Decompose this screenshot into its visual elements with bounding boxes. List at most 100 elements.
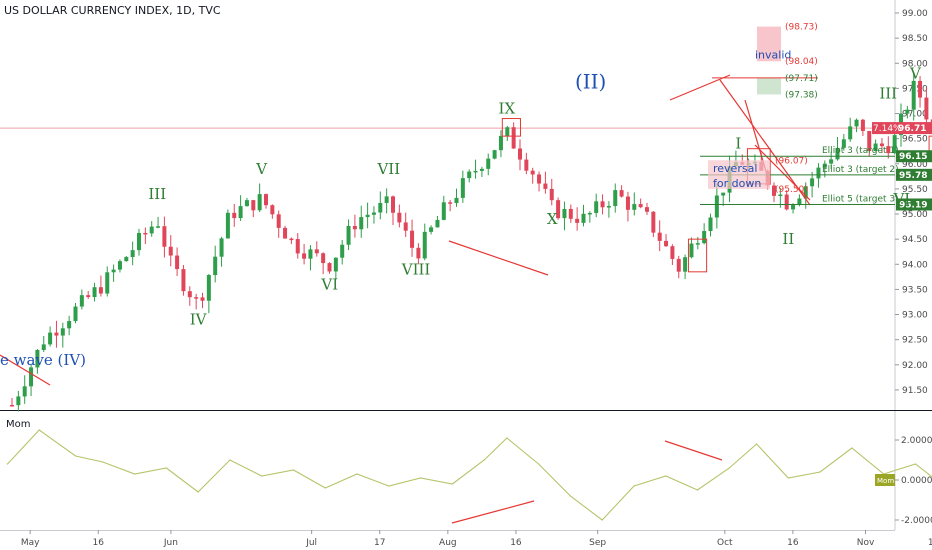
- momentum-point: [6, 463, 9, 465]
- mom-value-label: Mom: [877, 477, 894, 485]
- time-tick-label: Jun: [163, 538, 178, 548]
- candle-body: [162, 226, 167, 247]
- current-price-tag: [872, 122, 932, 135]
- time-tick-label: 16: [93, 538, 105, 548]
- momentum-point: [74, 455, 77, 457]
- candle-body: [60, 328, 65, 336]
- price-marker-label: (97.71): [785, 74, 818, 84]
- candle-body: [778, 194, 783, 197]
- candle-body: [244, 200, 249, 207]
- candle-body: [302, 253, 307, 259]
- candle-body: [187, 291, 192, 298]
- candle-body: [822, 163, 827, 168]
- candle-body: [568, 208, 573, 219]
- candle-body: [340, 244, 345, 258]
- candle-body: [594, 201, 599, 213]
- momentum-point: [665, 475, 667, 477]
- candle-body: [403, 222, 408, 231]
- momentum-point: [229, 459, 231, 461]
- candle-body: [194, 297, 199, 299]
- candle-body: [130, 250, 135, 258]
- invalid-zone: [757, 26, 781, 62]
- trend-arrow: [448, 240, 549, 276]
- candle-body: [365, 214, 370, 218]
- candle-body: [225, 212, 230, 239]
- candle-body: [86, 295, 91, 298]
- candle-body: [175, 255, 180, 270]
- candle-body: [479, 168, 484, 171]
- candle-body: [619, 190, 624, 197]
- wave-label: VI: [320, 275, 338, 293]
- momentum-point: [197, 491, 199, 493]
- candle-body: [283, 227, 288, 239]
- momentum-point: [538, 463, 540, 465]
- candle-body: [168, 246, 173, 256]
- time-tick-label: Aug: [439, 538, 457, 548]
- candle-body: [638, 204, 643, 208]
- candle-body: [467, 171, 472, 179]
- candle-body: [879, 143, 884, 147]
- wave-label: III: [879, 84, 897, 102]
- highlight-box: [687, 238, 708, 273]
- wave-label: VI: [892, 190, 910, 208]
- candle-body: [92, 287, 97, 298]
- candle-body: [905, 109, 910, 114]
- candle-body: [772, 185, 776, 196]
- momentum-point: [102, 461, 104, 463]
- candle-body: [537, 174, 542, 184]
- candle-body: [308, 249, 313, 259]
- candle-body: [295, 239, 300, 254]
- target-price-tag: [896, 168, 932, 181]
- highlight-box: [928, 135, 932, 162]
- time-tick-label: Oct: [717, 538, 733, 548]
- momentum-point: [633, 485, 635, 487]
- price-marker-label: (98.73): [785, 23, 818, 33]
- candle-body: [829, 159, 834, 164]
- momentum-point: [261, 475, 263, 477]
- candle-body: [270, 205, 275, 215]
- momentum-arrow: [664, 440, 723, 461]
- candle-body: [587, 212, 592, 215]
- price-tick-label: 92.00: [902, 361, 928, 371]
- candle-body: [333, 257, 338, 272]
- trend-arrow: [754, 144, 811, 201]
- target-label: Elliot 5 (target 3): [822, 194, 899, 204]
- candle-body: [22, 386, 27, 397]
- candle-body: [238, 206, 243, 219]
- wave-label: III: [148, 185, 166, 203]
- candle-body: [848, 126, 853, 140]
- target-zone: [757, 77, 781, 95]
- candle-body: [918, 80, 923, 98]
- candle-body: [810, 178, 815, 187]
- candle-body: [73, 306, 78, 322]
- momentum-point: [755, 443, 758, 445]
- momentum-point: [506, 437, 508, 439]
- candle-body: [924, 97, 929, 120]
- candle-body: [397, 212, 402, 223]
- candle-body: [562, 208, 567, 219]
- target-price-value: 95.78: [899, 171, 927, 181]
- major-wave-label: e wave (IV): [0, 351, 86, 369]
- price-marker-label: (96.07): [775, 156, 808, 166]
- candle-body: [860, 119, 865, 131]
- candle-body: [664, 240, 669, 247]
- chart-title: US DOLLAR CURRENCY INDEX, 1D, TVC: [4, 4, 221, 17]
- price-tick-label: 94.50: [902, 235, 928, 245]
- candle-body: [41, 344, 46, 351]
- momentum-point: [420, 477, 422, 479]
- candle-body: [549, 188, 554, 201]
- candle-body: [511, 127, 516, 149]
- candle-body: [327, 263, 332, 272]
- price-tick-label: 98.50: [902, 34, 928, 44]
- momentum-point: [914, 463, 917, 465]
- price-tick-label: 98.00: [902, 59, 928, 69]
- momentum-arrow: [451, 500, 535, 524]
- candle-body: [784, 194, 789, 210]
- price-tick-label: 97.00: [902, 110, 928, 120]
- candle-body: [137, 232, 141, 251]
- price-tick-label: 95.50: [902, 185, 928, 195]
- candle-body: [676, 258, 681, 272]
- momentum-point: [165, 467, 167, 469]
- candle-body: [232, 212, 237, 219]
